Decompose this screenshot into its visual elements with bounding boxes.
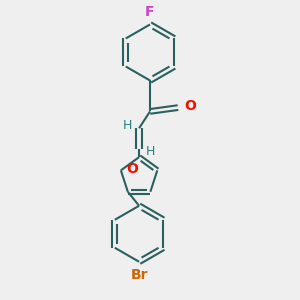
Text: O: O — [184, 99, 196, 113]
Text: Br: Br — [130, 268, 148, 282]
Text: H: H — [123, 119, 133, 132]
Text: H: H — [146, 145, 155, 158]
Text: O: O — [126, 162, 138, 176]
Text: F: F — [145, 4, 155, 19]
